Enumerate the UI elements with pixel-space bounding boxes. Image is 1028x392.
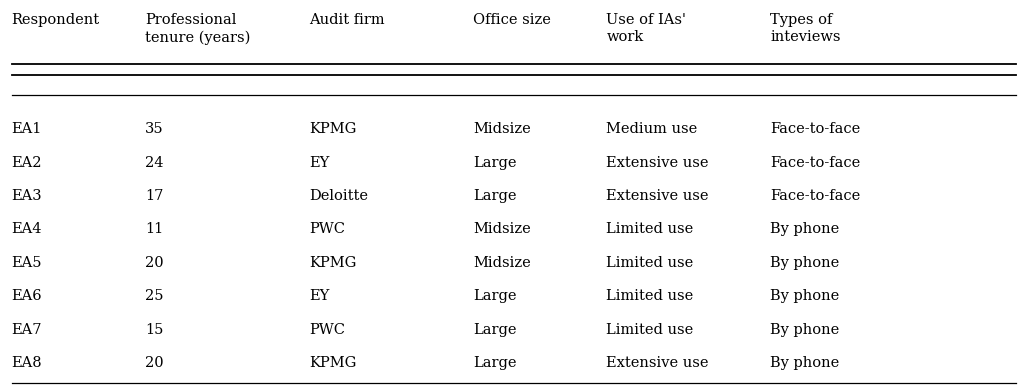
Text: 20: 20 — [145, 356, 163, 370]
Text: Large: Large — [473, 323, 516, 337]
Text: 35: 35 — [145, 122, 163, 136]
Text: KPMG: KPMG — [309, 256, 357, 270]
Text: EA1: EA1 — [11, 122, 42, 136]
Text: PWC: PWC — [309, 323, 345, 337]
Text: Use of IAs'
work: Use of IAs' work — [607, 13, 687, 44]
Text: EA2: EA2 — [11, 156, 42, 169]
Text: Face-to-face: Face-to-face — [770, 156, 860, 169]
Text: Extensive use: Extensive use — [607, 189, 708, 203]
Text: Professional
tenure (years): Professional tenure (years) — [145, 13, 250, 45]
Text: EA4: EA4 — [11, 223, 42, 236]
Text: Face-to-face: Face-to-face — [770, 189, 860, 203]
Text: Limited use: Limited use — [607, 223, 694, 236]
Text: Medium use: Medium use — [607, 122, 698, 136]
Text: Midsize: Midsize — [473, 223, 530, 236]
Text: Midsize: Midsize — [473, 122, 530, 136]
Text: 17: 17 — [145, 189, 163, 203]
Text: EA8: EA8 — [11, 356, 42, 370]
Text: Midsize: Midsize — [473, 256, 530, 270]
Text: Face-to-face: Face-to-face — [770, 122, 860, 136]
Text: PWC: PWC — [309, 223, 345, 236]
Text: EY: EY — [309, 289, 329, 303]
Text: Large: Large — [473, 156, 516, 169]
Text: By phone: By phone — [770, 323, 840, 337]
Text: 15: 15 — [145, 323, 163, 337]
Text: Extensive use: Extensive use — [607, 156, 708, 169]
Text: Deloitte: Deloitte — [309, 189, 368, 203]
Text: Types of
inteviews: Types of inteviews — [770, 13, 841, 44]
Text: Large: Large — [473, 189, 516, 203]
Text: Respondent: Respondent — [11, 13, 100, 27]
Text: EA3: EA3 — [11, 189, 42, 203]
Text: EY: EY — [309, 156, 329, 169]
Text: KPMG: KPMG — [309, 356, 357, 370]
Text: By phone: By phone — [770, 356, 840, 370]
Text: Limited use: Limited use — [607, 289, 694, 303]
Text: 11: 11 — [145, 223, 163, 236]
Text: By phone: By phone — [770, 289, 840, 303]
Text: EA5: EA5 — [11, 256, 42, 270]
Text: EA6: EA6 — [11, 289, 42, 303]
Text: 24: 24 — [145, 156, 163, 169]
Text: KPMG: KPMG — [309, 122, 357, 136]
Text: Limited use: Limited use — [607, 323, 694, 337]
Text: Large: Large — [473, 356, 516, 370]
Text: 25: 25 — [145, 289, 163, 303]
Text: EA7: EA7 — [11, 323, 42, 337]
Text: Large: Large — [473, 289, 516, 303]
Text: Audit firm: Audit firm — [309, 13, 384, 27]
Text: By phone: By phone — [770, 223, 840, 236]
Text: By phone: By phone — [770, 256, 840, 270]
Text: Limited use: Limited use — [607, 256, 694, 270]
Text: Office size: Office size — [473, 13, 551, 27]
Text: 20: 20 — [145, 256, 163, 270]
Text: Extensive use: Extensive use — [607, 356, 708, 370]
